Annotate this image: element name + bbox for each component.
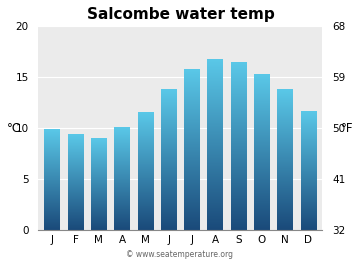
Y-axis label: °C: °C — [7, 122, 21, 135]
Y-axis label: °F: °F — [341, 122, 353, 135]
Title: Salcombe water temp: Salcombe water temp — [86, 7, 274, 22]
Text: © www.seatemperature.org: © www.seatemperature.org — [126, 250, 234, 259]
